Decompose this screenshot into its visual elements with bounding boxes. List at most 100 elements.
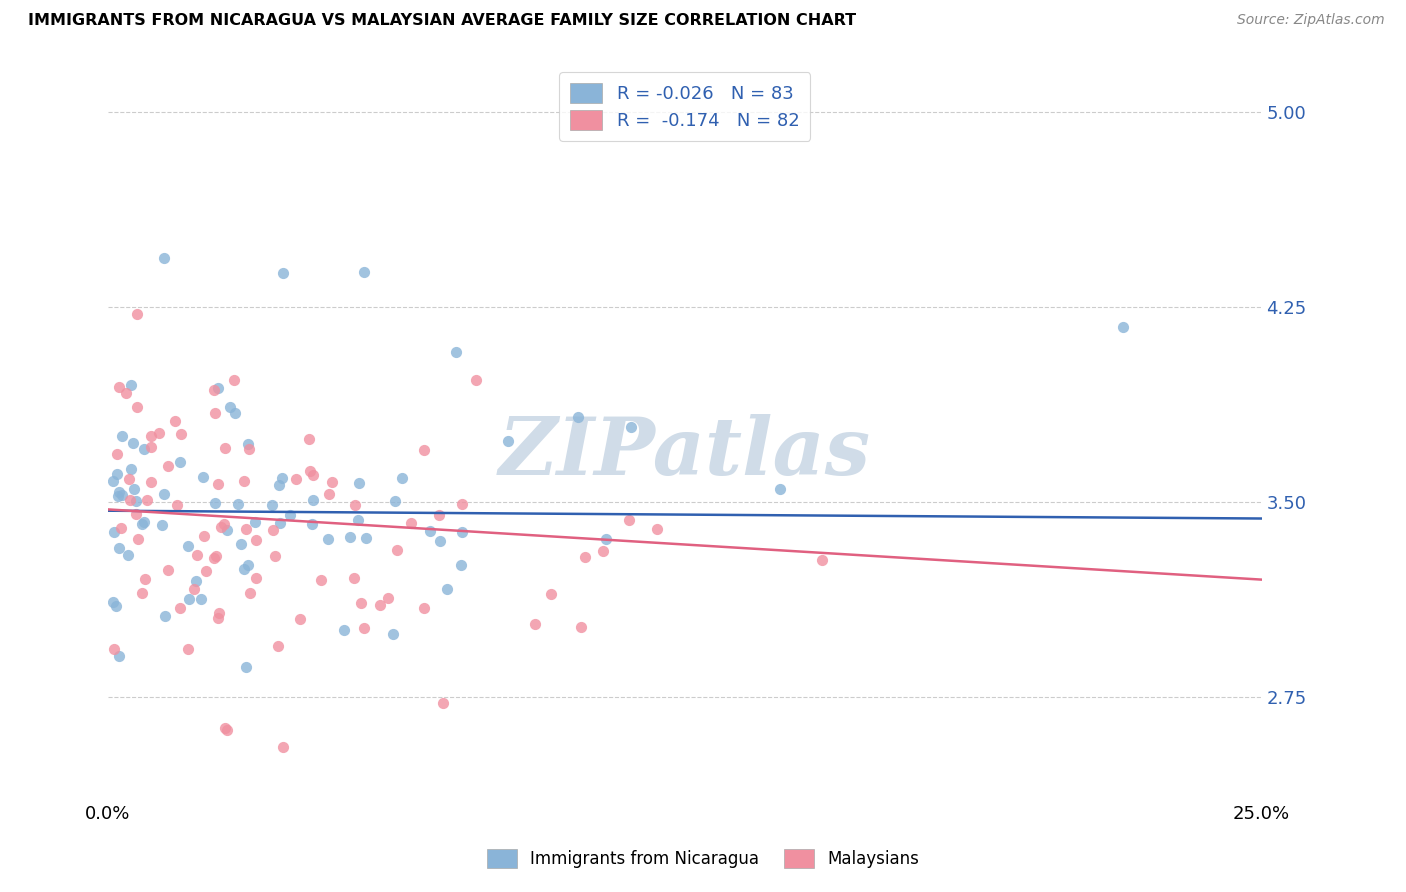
Point — [339, 530, 361, 544]
Point — [236, 558, 259, 572]
Point — [108, 541, 131, 555]
Point — [224, 406, 246, 420]
Point — [524, 617, 547, 632]
Point — [316, 532, 339, 546]
Point — [132, 515, 155, 529]
Point — [567, 409, 589, 424]
Point — [207, 381, 229, 395]
Point — [302, 493, 325, 508]
Point — [215, 523, 238, 537]
Point — [177, 539, 200, 553]
Legend: Immigrants from Nicaragua, Malaysians: Immigrants from Nicaragua, Malaysians — [479, 843, 927, 875]
Point — [413, 442, 436, 457]
Point — [169, 455, 191, 469]
Point — [343, 571, 366, 585]
Point — [496, 434, 519, 449]
Point — [107, 490, 129, 504]
Point — [156, 563, 179, 577]
Point — [212, 517, 235, 532]
Point — [1112, 320, 1135, 334]
Point — [214, 442, 236, 456]
Point — [204, 406, 226, 420]
Point — [204, 495, 226, 509]
Point — [208, 606, 231, 620]
Point — [222, 373, 245, 387]
Point — [229, 536, 252, 550]
Point — [238, 437, 260, 451]
Point — [131, 517, 153, 532]
Point — [399, 516, 422, 530]
Point — [384, 494, 406, 508]
Point — [101, 474, 124, 488]
Point — [239, 586, 262, 600]
Point — [153, 251, 176, 265]
Point — [263, 549, 285, 563]
Point — [297, 432, 319, 446]
Point — [233, 474, 256, 488]
Point — [125, 307, 148, 321]
Point — [202, 383, 225, 397]
Point — [120, 378, 142, 392]
Point — [574, 550, 596, 565]
Point — [125, 493, 148, 508]
Point — [235, 659, 257, 673]
Point — [157, 459, 180, 474]
Point — [391, 471, 413, 485]
Point — [595, 532, 617, 546]
Point — [105, 599, 128, 613]
Point — [645, 522, 668, 536]
Point — [191, 470, 214, 484]
Point — [318, 486, 340, 500]
Point — [377, 591, 399, 606]
Point — [186, 548, 208, 562]
Point — [124, 482, 146, 496]
Point — [170, 426, 193, 441]
Point — [132, 442, 155, 457]
Point — [260, 499, 283, 513]
Point — [267, 478, 290, 492]
Point — [280, 508, 302, 522]
Point — [166, 498, 188, 512]
Text: IMMIGRANTS FROM NICARAGUA VS MALAYSIAN AVERAGE FAMILY SIZE CORRELATION CHART: IMMIGRANTS FROM NICARAGUA VS MALAYSIAN A… — [28, 13, 856, 29]
Point — [301, 468, 323, 483]
Point — [184, 574, 207, 589]
Point — [120, 461, 142, 475]
Point — [444, 344, 467, 359]
Point — [353, 264, 375, 278]
Point — [413, 601, 436, 615]
Point — [245, 571, 267, 585]
Point — [190, 591, 212, 606]
Point — [232, 562, 254, 576]
Point — [207, 476, 229, 491]
Point — [270, 471, 292, 485]
Point — [207, 611, 229, 625]
Point — [204, 551, 226, 566]
Point — [540, 587, 562, 601]
Point — [432, 696, 454, 710]
Point — [177, 641, 200, 656]
Point — [183, 582, 205, 596]
Point — [125, 401, 148, 415]
Point — [385, 543, 408, 558]
Point — [141, 440, 163, 454]
Point — [592, 544, 614, 558]
Point — [110, 521, 132, 535]
Point — [273, 266, 295, 280]
Text: ZIPatlas: ZIPatlas — [499, 414, 870, 491]
Point — [350, 596, 373, 610]
Point — [368, 599, 391, 613]
Point — [117, 472, 139, 486]
Point — [219, 400, 242, 414]
Point — [245, 533, 267, 548]
Point — [298, 464, 321, 478]
Point — [141, 429, 163, 443]
Point — [235, 523, 257, 537]
Point — [321, 475, 343, 490]
Legend: R = -0.026   N = 83, R =  -0.174   N = 82: R = -0.026 N = 83, R = -0.174 N = 82 — [560, 72, 810, 141]
Point — [103, 525, 125, 540]
Point — [436, 582, 458, 597]
Point — [179, 591, 201, 606]
Point — [569, 620, 592, 634]
Point — [194, 565, 217, 579]
Point — [215, 723, 238, 738]
